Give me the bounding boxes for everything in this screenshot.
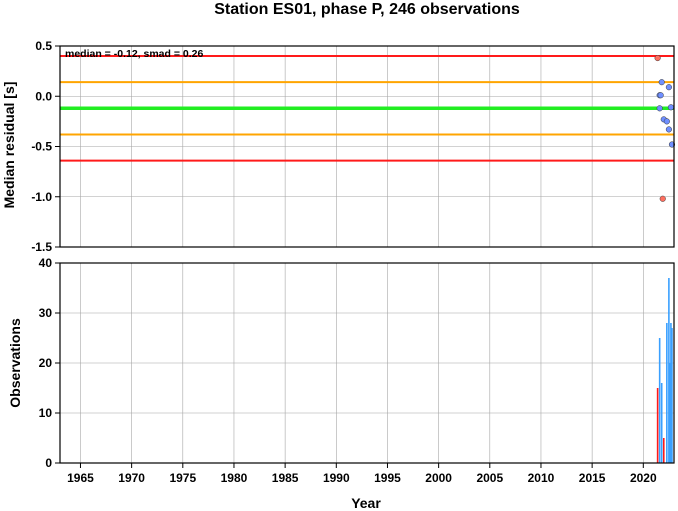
bottom-y-tick-label: 30	[39, 306, 53, 320]
residual-points	[654, 55, 676, 202]
bottom-y-tick-label: 20	[39, 356, 53, 370]
bottom-y-tick-label: 40	[39, 256, 53, 270]
x-tick-label: 1970	[118, 471, 145, 485]
observation-bar	[666, 323, 668, 463]
residual-point	[654, 55, 661, 62]
x-tick-label: 2020	[630, 471, 657, 485]
x-tick-label: 1965	[67, 471, 94, 485]
observation-bar	[670, 323, 672, 463]
observation-bar	[669, 363, 671, 463]
top-y-tick-label: -0.5	[31, 140, 52, 154]
x-tick-label: 1990	[323, 471, 350, 485]
x-tick-label: 1985	[272, 471, 299, 485]
bottom-y-ticks: 40 30 20 10 0	[39, 256, 60, 470]
residual-point	[665, 84, 672, 91]
x-tick-label: 2000	[425, 471, 452, 485]
observation-bar	[658, 338, 661, 463]
x-tick-label: 2015	[579, 471, 606, 485]
x-tick-label: 1980	[221, 471, 248, 485]
bottom-grid	[60, 262, 674, 464]
top-grid	[60, 45, 674, 248]
x-tick-label: 2010	[528, 471, 555, 485]
observation-bar	[671, 328, 673, 463]
observation-bars	[656, 278, 673, 463]
top-y-tick-label: 0.0	[35, 89, 52, 103]
x-tick-label: 1975	[169, 471, 196, 485]
bottom-y-tick-label: 10	[39, 406, 53, 420]
residual-point	[658, 79, 665, 86]
residual-point	[665, 126, 672, 133]
median-smad-annotation: median = -0.12, smad = 0.26	[65, 48, 203, 60]
top-y-tick-label: 0.5	[35, 39, 52, 53]
bottom-panel-frame	[59, 262, 675, 464]
reference-lines	[60, 55, 674, 162]
observation-bar	[662, 438, 665, 463]
observation-bar	[660, 383, 663, 463]
top-panel: 0.5 0.0 -0.5 -1.0 -1.5 median = -0.12, smad …	[1, 39, 676, 254]
observation-bar	[656, 388, 659, 463]
top-panel-frame	[59, 45, 675, 248]
residual-point	[656, 105, 663, 112]
top-y-tick-label: -1.5	[31, 240, 52, 254]
residual-point	[668, 141, 676, 148]
residual-point	[663, 118, 670, 125]
residual-point	[667, 104, 674, 111]
bottom-y-tick-label: 0	[45, 456, 52, 470]
top-y-axis-label: Median residual [s]	[1, 82, 17, 209]
observation-bar	[668, 278, 670, 463]
top-y-ticks: 0.5 0.0 -0.5 -1.0 -1.5	[31, 39, 60, 254]
bottom-y-axis-label: Observations	[7, 318, 23, 408]
chart-title: Station ES01, phase P, 246 observations	[214, 1, 520, 18]
x-ticks: 1965 1970 1975 1980 1985 1990 1995 2000 2005 2010…	[67, 463, 657, 485]
residual-point	[659, 195, 666, 202]
x-axis-label: Year	[351, 495, 381, 511]
residual-point	[657, 92, 664, 99]
x-tick-label: 1995	[374, 471, 401, 485]
top-y-tick-label: -1.0	[31, 190, 52, 204]
x-tick-label: 2005	[476, 471, 503, 485]
